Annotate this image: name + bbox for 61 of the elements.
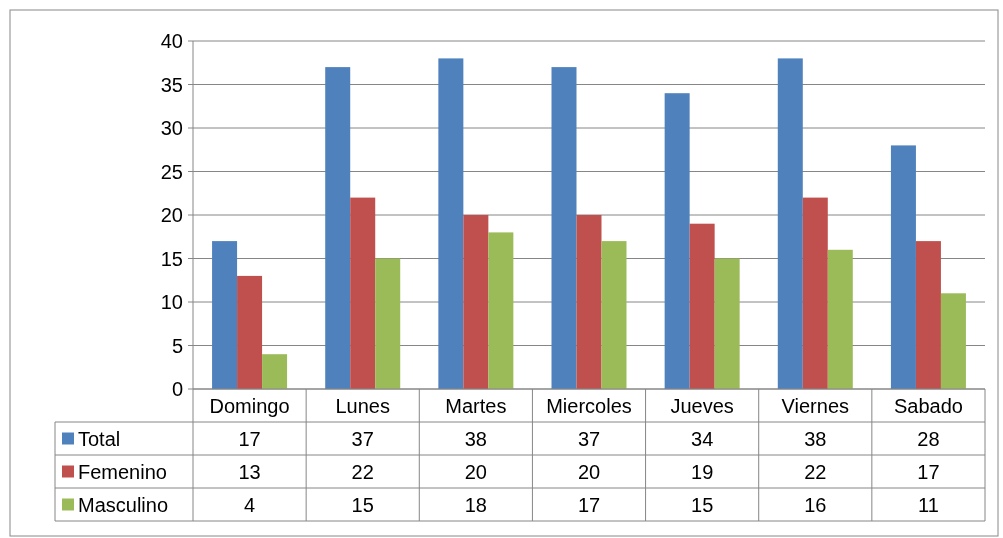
bar (576, 215, 602, 389)
bar (890, 145, 916, 389)
bar (827, 249, 853, 389)
x-tick-label: Domingo (209, 394, 290, 417)
data-label: 20 (464, 460, 487, 483)
bar (212, 241, 238, 389)
legend-label: Masculino (78, 493, 169, 516)
bar (350, 197, 376, 389)
data-label: 28 (917, 427, 940, 450)
data-label: 18 (464, 493, 487, 516)
y-tick-label: 40 (160, 30, 183, 52)
data-label: 38 (804, 427, 827, 450)
data-label: 16 (804, 493, 827, 516)
y-tick-label: 15 (160, 247, 183, 270)
bar (488, 232, 514, 389)
data-label: 19 (691, 460, 714, 483)
bar (601, 241, 627, 389)
bar (664, 93, 690, 389)
data-label: 38 (464, 427, 487, 450)
legend-label: Femenino (78, 460, 167, 483)
bar (438, 58, 464, 389)
y-tick-label: 10 (160, 291, 183, 313)
data-label: 15 (351, 493, 374, 516)
bar (689, 223, 715, 389)
legend-label: Total (78, 427, 121, 450)
x-tick-label: Jueves (670, 394, 734, 417)
bar (262, 354, 288, 389)
x-tick-label: Lunes (335, 394, 390, 417)
data-label: 17 (917, 460, 940, 483)
data-label: 11 (918, 493, 939, 516)
y-tick-label: 20 (160, 204, 183, 226)
x-tick-label: Sabado (893, 394, 963, 417)
bar (802, 197, 828, 389)
y-tick-label: 25 (160, 160, 183, 183)
y-tick-label: 35 (160, 73, 183, 96)
y-tick-label: 0 (171, 378, 183, 400)
data-label: 34 (691, 427, 714, 450)
data-label: 17 (238, 427, 261, 450)
data-label: 22 (804, 460, 827, 483)
data-label: 22 (351, 460, 374, 483)
data-label: 15 (691, 493, 714, 516)
bar (915, 241, 941, 389)
data-label: 37 (351, 427, 374, 450)
bar (940, 293, 966, 389)
data-label: 17 (577, 493, 601, 516)
x-tick-label: Miercoles (546, 394, 632, 417)
data-label: 20 (577, 460, 601, 483)
x-tick-label: Martes (445, 394, 507, 417)
data-label: 4 (244, 493, 256, 516)
bar (551, 67, 577, 389)
bar (237, 275, 263, 389)
bar (714, 258, 740, 389)
x-tick-label: Viernes (781, 394, 850, 417)
bar (777, 58, 803, 389)
bar (375, 258, 401, 389)
data-label: 37 (577, 427, 601, 450)
bar (325, 67, 351, 389)
y-tick-label: 5 (171, 334, 183, 357)
bar (463, 215, 489, 389)
data-label: 13 (238, 460, 261, 483)
y-tick-label: 30 (160, 117, 183, 139)
